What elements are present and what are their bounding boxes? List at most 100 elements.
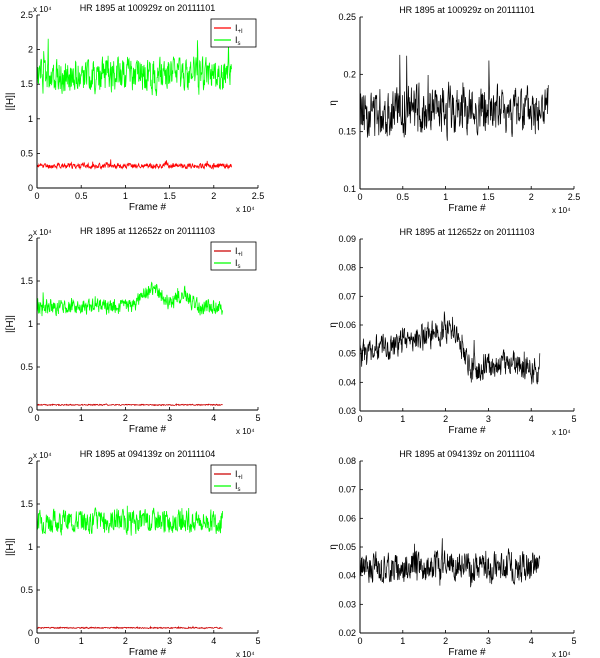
legend-label-subscript: +I	[238, 475, 244, 481]
chart-title: HR 1895 at 100929z on 20111101	[399, 5, 535, 15]
x-tick-label: 1	[123, 191, 128, 201]
y-tick-label: 1.5	[20, 276, 33, 286]
chart-panel-3: 0 1 2 3 4 5 0 0.5 1 1.5 2 HR 1895 at 112652z on 201…	[5, 226, 261, 436]
x-exponent-label: x 10⁴	[552, 650, 571, 658]
legend-label: I+I	[235, 23, 243, 35]
series-line-is	[36, 38, 232, 97]
y-tick-label: 0.2	[343, 69, 356, 79]
series-line-is	[36, 281, 223, 317]
y-tick-label: 0	[28, 183, 33, 193]
y-tick-label: 0	[28, 628, 33, 638]
x-tick-label: 5	[571, 636, 576, 646]
x-tick-label: 4	[211, 636, 216, 646]
x-tick-label: 5	[255, 636, 260, 646]
series-line-	[359, 538, 541, 588]
x-tick-label: 2	[443, 414, 448, 424]
x-axis-label: Frame #	[448, 647, 486, 658]
series-line-is	[36, 505, 223, 536]
x-tick-label: 0	[34, 191, 39, 201]
x-tick-label: 2	[123, 413, 128, 423]
series-line-ii	[36, 159, 232, 170]
x-tick-label: 1	[400, 636, 405, 646]
y-tick-label: 0.03	[338, 406, 356, 416]
y-tick-label: 0.05	[338, 349, 356, 359]
y-tick-label: 0.07	[338, 485, 356, 495]
y-exponent-label: x 10⁴	[33, 228, 52, 237]
y-tick-label: 0.5	[20, 585, 33, 595]
x-axis-label: Frame #	[129, 202, 167, 213]
legend-label: Is	[235, 481, 241, 493]
y-tick-label: 1	[28, 114, 33, 124]
chart-title: HR 1895 at 112652z on 20111103	[400, 227, 535, 237]
y-tick-label: 0.06	[338, 320, 356, 330]
x-tick-label: 5	[255, 413, 260, 423]
series-line-	[359, 54, 549, 141]
x-tick-label: 5	[571, 414, 576, 424]
y-axis-label: η	[328, 100, 339, 106]
y-axis-label: η	[328, 322, 339, 328]
x-tick-label: 2	[211, 191, 216, 201]
x-tick-label: 4	[529, 414, 534, 424]
y-tick-label: 0.02	[338, 628, 356, 638]
y-axis-label: |[H]|	[5, 93, 16, 111]
series-line-	[359, 311, 541, 385]
y-tick-label: 0.08	[338, 456, 356, 466]
chart-panel-2: 0 0.5 1 1.5 2 2.5 0.1 0.15 0.2 0.25 HR 1895 at 100…	[328, 5, 580, 215]
y-tick-label: 0.07	[338, 291, 356, 301]
x-tick-label: 0	[357, 192, 362, 202]
x-exponent-label: x 10⁴	[236, 427, 255, 436]
y-tick-label: 0	[28, 405, 33, 415]
y-tick-label: 2	[28, 456, 33, 466]
x-tick-label: 0	[34, 636, 39, 646]
x-axis-label: Frame #	[129, 424, 167, 435]
y-axis-label: η	[328, 544, 339, 550]
y-tick-label: 1.5	[20, 499, 33, 509]
y-tick-label: 2.5	[20, 10, 33, 20]
legend-label-subscript: s	[238, 487, 241, 493]
legend-label: I+I	[235, 469, 243, 481]
x-tick-label: 0.5	[75, 191, 88, 201]
y-tick-label: 0.08	[338, 263, 356, 273]
chart-panel-1: 0 0.5 1 1.5 2 2.5 0 0.5 1 1.5 2 2.5 HR 1895 at 10092…	[5, 3, 264, 214]
x-tick-label: 1	[79, 636, 84, 646]
legend-box	[210, 18, 257, 48]
y-tick-label: 0.5	[20, 362, 33, 372]
x-tick-label: 3	[486, 636, 491, 646]
y-tick-label: 0.25	[338, 12, 356, 22]
x-tick-label: 0	[357, 636, 362, 646]
x-tick-label: 3	[167, 636, 172, 646]
y-tick-label: 0.09	[338, 234, 356, 244]
y-tick-label: 0.15	[338, 127, 356, 137]
x-tick-label: 2	[443, 636, 448, 646]
y-exponent-label: x 10⁴	[33, 451, 52, 460]
y-tick-label: 1	[28, 319, 33, 329]
chart-panel-5: 0 1 2 3 4 5 0 0.5 1 1.5 2 HR 1895 at 094139z on 201…	[5, 449, 261, 658]
x-tick-label: 1.5	[482, 192, 495, 202]
x-axis-label: Frame #	[129, 647, 167, 658]
legend-label-subscript: s	[238, 41, 241, 47]
x-tick-label: 0	[34, 413, 39, 423]
chart-panel-4: 0 1 2 3 4 5 0.03 0.04 0.05 0.06 0.07 0.08 0.09 HR 189…	[328, 227, 577, 437]
x-tick-label: 0	[357, 414, 362, 424]
legend-label: I+I	[235, 246, 243, 258]
y-axis-label: |[H]|	[5, 315, 16, 333]
y-tick-label: 1	[28, 542, 33, 552]
legend-label-subscript: +I	[238, 252, 244, 258]
y-axis-label: |[H]|	[5, 538, 16, 556]
x-tick-label: 1.5	[163, 191, 176, 201]
x-axis-label: Frame #	[448, 203, 486, 214]
x-exponent-label: x 10⁴	[552, 206, 571, 215]
y-tick-label: 2	[28, 45, 33, 55]
x-axis-label: Frame #	[448, 425, 486, 436]
x-tick-label: 4	[529, 636, 534, 646]
x-tick-label: 2	[123, 636, 128, 646]
x-tick-label: 1	[79, 413, 84, 423]
x-tick-label: 2	[529, 192, 534, 202]
legend-label-subscript: +I	[238, 29, 244, 35]
y-tick-label: 1.5	[20, 79, 33, 89]
legend-box	[210, 464, 257, 494]
x-exponent-label: x 10⁴	[552, 428, 571, 437]
chart-panel-6: 0 1 2 3 4 5 0.02 0.03 0.04 0.05 0.06 0.07 0.08 HR 189…	[328, 449, 577, 658]
y-tick-label: 0.1	[343, 184, 356, 194]
